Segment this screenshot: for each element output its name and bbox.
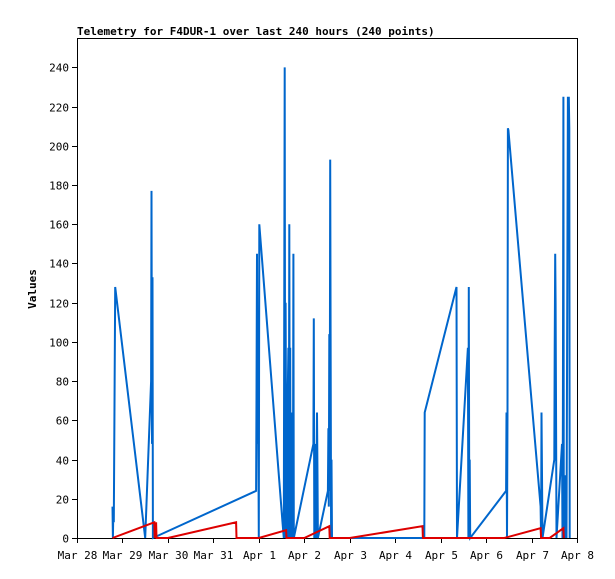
x-tick-label: Mar 29 <box>103 549 143 562</box>
y-tick-label: 160 <box>49 219 69 232</box>
series-line-0 <box>111 67 571 541</box>
x-tick-label: Apr 6 <box>470 549 503 562</box>
x-tick-label: Apr 7 <box>516 549 549 562</box>
series-line-1 <box>112 520 565 539</box>
y-tick-label: 200 <box>49 141 69 154</box>
y-tick-label: 40 <box>56 455 69 468</box>
y-tick-label: 120 <box>49 298 69 311</box>
y-tick-label: 80 <box>56 376 69 389</box>
series-group <box>111 67 571 541</box>
y-tick-label: 100 <box>49 337 69 350</box>
x-axis: Mar 28 Mar 29 Mar 30 Mar 31 Apr 1 Apr 2 Apr 3 A… <box>58 538 594 562</box>
y-tick-label: 180 <box>49 180 69 193</box>
y-tick-label: 60 <box>56 415 69 428</box>
x-tick-label: Apr 8 <box>561 549 594 562</box>
x-tick-label: Mar 31 <box>194 549 234 562</box>
y-tick-label: 220 <box>49 102 69 115</box>
chart-title: Telemetry for F4DUR-1 over last 240 hour… <box>77 25 435 38</box>
x-tick-label: Mar 28 <box>58 549 98 562</box>
y-tick-label: 240 <box>49 62 69 75</box>
plot-frame <box>77 38 578 539</box>
x-tick-label: Apr 4 <box>379 549 412 562</box>
y-tick-label: 140 <box>49 258 69 271</box>
y-tick-label: 20 <box>56 494 69 507</box>
y-axis-label: Values <box>26 269 39 309</box>
x-tick-label: Apr 5 <box>425 549 458 562</box>
y-axis: 0 20 40 60 80 100 120 140 160 180 200 220 240 <box>49 62 77 546</box>
y-tick-label: 0 <box>62 533 69 546</box>
x-tick-label: Apr 3 <box>334 549 367 562</box>
x-tick-label: Apr 1 <box>243 549 276 562</box>
x-tick-label: Mar 30 <box>149 549 189 562</box>
x-tick-label: Apr 2 <box>288 549 321 562</box>
